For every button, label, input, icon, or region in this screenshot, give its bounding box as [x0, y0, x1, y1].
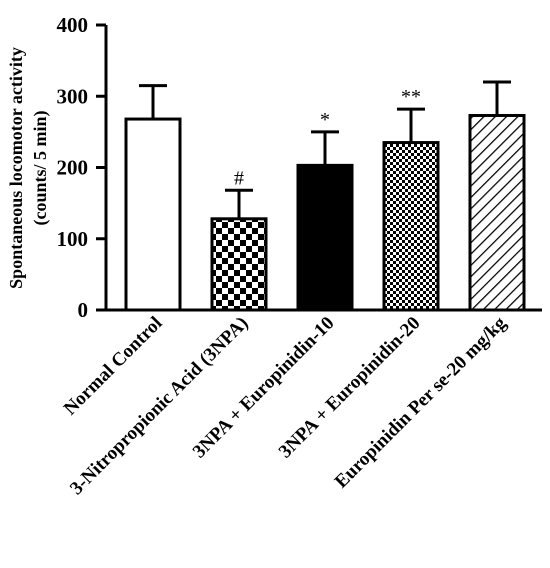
x-tick-label: Europinidin Per se-20 mg/kg: [331, 312, 511, 492]
x-tick-label: 3NPA + Europinidin-20: [275, 313, 425, 463]
y-axis-title: Spontaneous locomotor activity (counts/ …: [6, 47, 51, 289]
significance-label: *: [320, 109, 330, 131]
y-tick-label: 100: [57, 227, 89, 251]
bar: [124, 117, 182, 312]
y-tick-label: 300: [57, 84, 89, 108]
y-tick-label: 200: [57, 156, 89, 180]
bar: [296, 163, 354, 312]
x-tick-label: 3NPA + Europinidin-10: [189, 313, 339, 463]
bar: [468, 113, 526, 312]
bars: #***: [124, 80, 526, 312]
y-axis-title-line-1: Spontaneous locomotor activity: [6, 47, 26, 289]
bar: [210, 217, 268, 312]
y-axis-title-line-2: (counts/ 5 min): [30, 110, 51, 225]
x-tick-label: 3-Nitropropionic Acid (3NPA): [66, 313, 253, 500]
y-tick-label: 400: [57, 13, 89, 37]
y-tick-label: 0: [78, 298, 89, 322]
y-axis-ticks: 0 100 200 300 400: [57, 13, 106, 322]
significance-label: #: [234, 167, 244, 189]
bar: [382, 141, 440, 312]
significance-label: **: [401, 86, 421, 108]
